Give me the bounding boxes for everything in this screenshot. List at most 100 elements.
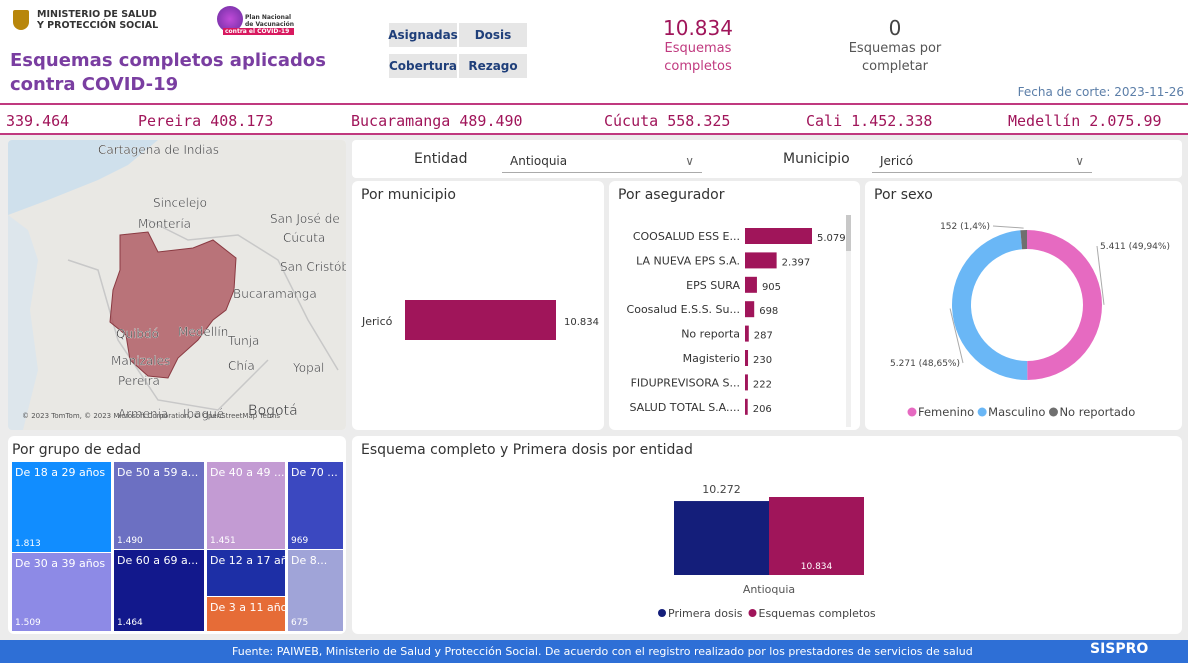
map-label: Pereira: [118, 374, 160, 388]
ministry-name: MINISTERIO DE SALUD Y PROTECCIÓN SOCIAL: [37, 9, 158, 31]
leader-line: [993, 226, 1024, 228]
ticker-item: Bucaramanga 489.490: [351, 112, 523, 130]
treemap-tile[interactable]: De 70 ... 969: [288, 462, 343, 549]
category-label: EPS SURA: [686, 279, 740, 292]
value-label: 698: [759, 306, 778, 317]
tile-value: 969: [291, 536, 308, 546]
bar: [745, 326, 749, 342]
value-label: 5.079: [817, 233, 846, 244]
treemap-tile[interactable]: De 8... 675: [288, 550, 343, 631]
value-label: 206: [753, 404, 772, 415]
chevron: ∨: [1075, 154, 1084, 168]
report-title: Esquemas completos aplicados contra COVI…: [10, 49, 326, 97]
tile-label: De 12 a 17 añ...: [210, 554, 285, 567]
kpi-label: completos: [618, 58, 778, 76]
ticker-item: Cúcuta 558.325: [604, 112, 730, 130]
treemap-tile[interactable]: De 40 a 49 ...1.451: [207, 462, 285, 549]
legend-marker: [749, 609, 757, 617]
legend-label: Esquemas completos: [759, 607, 876, 620]
map-label: Quibdó: [116, 327, 159, 341]
footer-logo: SISPRO: [1090, 641, 1148, 657]
kpi-label: Esquemas: [618, 40, 778, 58]
legend-marker: [1049, 408, 1058, 417]
treemap-tile[interactable]: De 18 a 29 años 1.813: [12, 462, 111, 552]
tile-label: De 18 a 29 años: [15, 466, 105, 479]
bar: [745, 301, 754, 317]
category-label: Jericó: [361, 315, 393, 328]
treemap-tile[interactable]: De 12 a 17 añ...: [207, 550, 285, 596]
nav-button[interactable]: Dosis: [459, 23, 527, 47]
ticker-item: Pereira 408.173: [138, 112, 273, 130]
map-label: Cartagena de Indias: [98, 143, 219, 157]
bar: [745, 252, 777, 268]
sexo-card: Por sexo 5.411 (49,94%)5.271 (48,65%)152…: [865, 181, 1182, 430]
tile-label: De 40 a 49 ...: [210, 466, 284, 479]
ticker-item: Cali 1.452.338: [806, 112, 932, 130]
bar: [745, 228, 812, 244]
legend-label: Primera dosis: [668, 607, 743, 620]
category-label: LA NUEVA EPS S.A.: [636, 254, 740, 267]
map-label: Sincelejo: [153, 196, 207, 210]
legend-label: No reportado: [1059, 405, 1135, 419]
tile-value: 675: [291, 618, 308, 628]
bar: [745, 350, 748, 366]
municipio-chart: Jericó10.834: [352, 181, 604, 430]
divider: [0, 133, 1188, 135]
plan-line: contra el COVID-19: [223, 28, 294, 35]
value-label: 152 (1,4%): [940, 222, 990, 232]
value-label: 230: [753, 355, 772, 366]
tile-label: De 8...: [291, 554, 327, 567]
category-label: Antioquia: [743, 583, 795, 596]
value-label: 5.411 (49,94%): [1100, 242, 1170, 252]
bar: [405, 300, 556, 340]
sexo-chart: 5.411 (49,94%)5.271 (48,65%)152 (1,4%)Fe…: [865, 181, 1182, 430]
tile-label: De 30 a 39 años: [15, 557, 105, 570]
filter-dropdown[interactable]: Jericó ∨: [872, 149, 1092, 173]
kpi-value: 10.834: [618, 16, 778, 40]
title-line: contra COVID-19: [10, 73, 326, 97]
ticker-item: 339.464: [6, 112, 69, 130]
cutoff-date: Fecha de corte: 2023-11-26: [1018, 85, 1184, 99]
nav-button[interactable]: Asignadas: [389, 23, 457, 47]
filter-label: Municipio: [783, 151, 850, 167]
kpi-label: completar: [815, 58, 975, 76]
map-label: Tunja: [227, 334, 259, 348]
value-label: 905: [762, 282, 781, 293]
map-label: San José de: [270, 212, 340, 226]
legend-marker: [978, 408, 987, 417]
bar: [745, 399, 748, 415]
map-label: Cúcuta: [283, 231, 325, 245]
tile-value: 1.490: [117, 536, 143, 546]
map-label: Bucaramanga: [233, 287, 317, 301]
filter-card: Entidad Antioquia∨ Municipio Jericó∨: [352, 140, 1182, 178]
treemap-tile[interactable]: De 3 a 11 años: [207, 597, 285, 631]
ministry-line: MINISTERIO DE SALUD: [37, 9, 158, 20]
tile-value: 1.813: [15, 539, 41, 549]
treemap-tile[interactable]: De 50 a 59 a...1.490: [114, 462, 204, 549]
treemap-tile[interactable]: De 60 a 69 a...1.464: [114, 550, 204, 631]
ministry-line: Y PROTECCIÓN SOCIAL: [37, 20, 158, 31]
legend-marker: [658, 609, 666, 617]
filter-dropdown[interactable]: Antioquia∨: [502, 149, 702, 173]
category-label: No reporta: [681, 328, 740, 341]
value-label: 5.271 (48,65%): [890, 359, 960, 369]
chevron: ∨: [685, 154, 694, 168]
tile-label: De 70 ...: [291, 466, 338, 479]
legend-label: Masculino: [988, 405, 1045, 419]
map-label: Manizales: [111, 354, 170, 368]
map-label: Yopal: [292, 361, 324, 375]
plan-text: Plan Nacional de Vacunación contra el CO…: [245, 14, 294, 35]
map-label: Medellín: [178, 325, 228, 339]
value-label: 10.834: [801, 562, 833, 572]
tile-label: De 3 a 11 años: [210, 601, 285, 614]
filter-value: Jericó: [880, 154, 913, 168]
nav-button[interactable]: Rezago: [459, 54, 527, 78]
kpi-card: 0 Esquemas por completar: [815, 16, 975, 76]
scrollbar-thumb[interactable]: [846, 215, 851, 251]
nav-button[interactable]: Cobertura: [389, 54, 457, 78]
